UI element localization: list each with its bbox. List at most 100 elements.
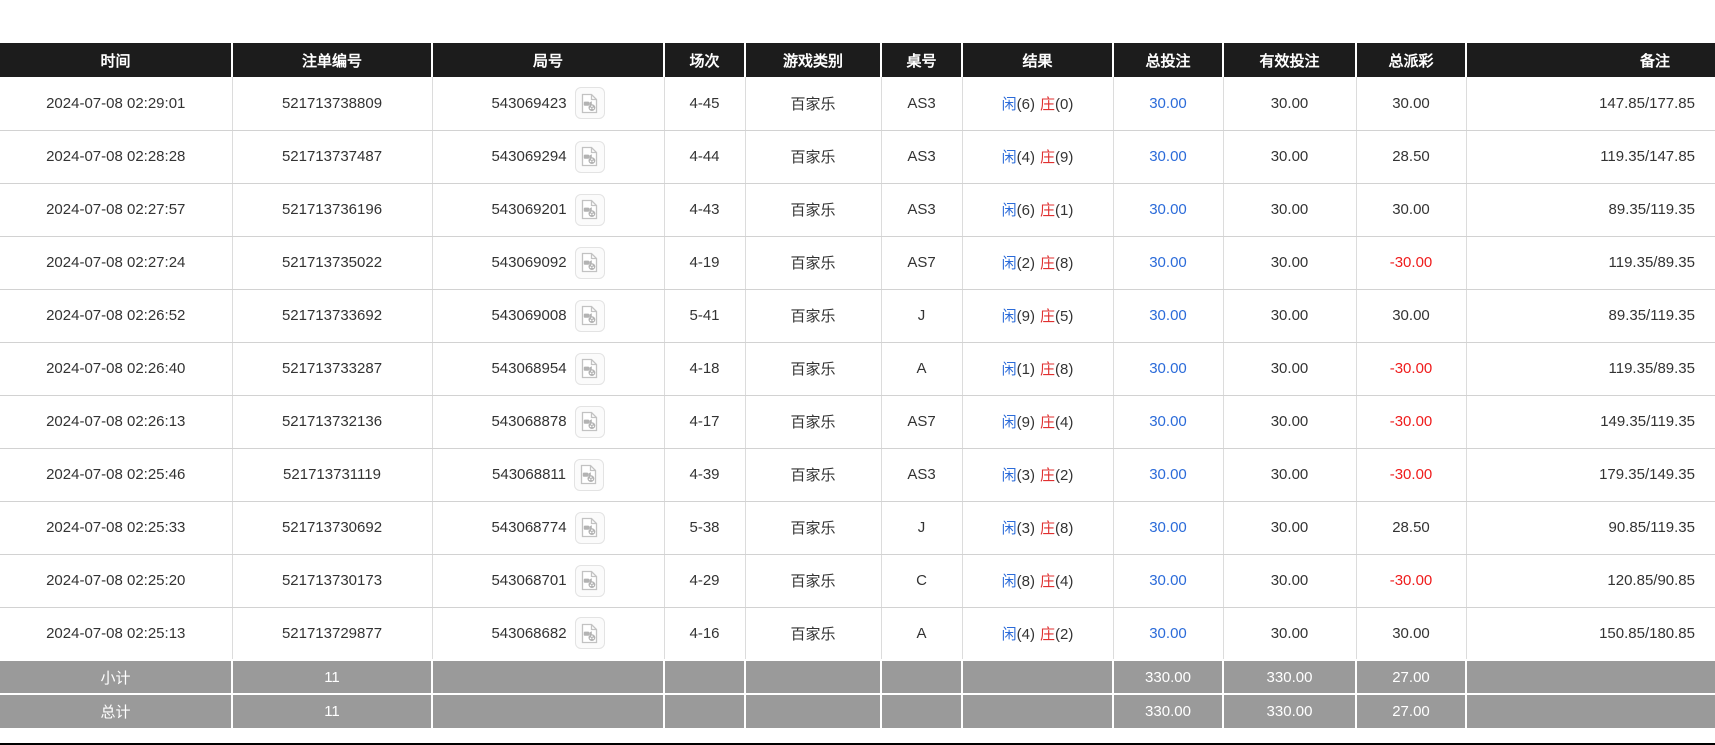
footer-valid-bet: 330.00 [1223, 693, 1357, 728]
video-replay-button[interactable] [574, 246, 605, 279]
video-replay-button[interactable] [574, 405, 605, 438]
cell-time: 2024-07-08 02:25:46 [0, 448, 233, 502]
cell-total-payout: -30.00 [1356, 448, 1467, 502]
cell-result: 闲(4) 庄(2) [962, 607, 1114, 661]
cell-session: 4-43 [664, 183, 746, 237]
round-id-wrap: 543069201 [491, 193, 605, 226]
cell-bet-id: 521713735022 [232, 236, 433, 290]
video-replay-icon [581, 464, 597, 485]
player-label: 闲 [1001, 149, 1017, 166]
cell-remark: 119.35/89.35 [1466, 236, 1715, 290]
cell-table-no: AS3 [881, 130, 963, 184]
cell-table-no: J [881, 501, 963, 555]
round-id-wrap: 543068811 [492, 458, 604, 491]
cell-round-id: 543069294 [432, 130, 665, 184]
table-footer: 小计 11 330.00 330.00 27.00 总计 11 330.00 330.00 27.… [0, 659, 1715, 728]
video-replay-button[interactable] [574, 564, 605, 597]
video-replay-button[interactable] [573, 458, 604, 491]
video-replay-button[interactable] [574, 511, 605, 544]
cell-total-payout: -30.00 [1356, 395, 1467, 449]
cell-total-bet: 30.00 [1113, 183, 1224, 237]
bottom-bar [0, 743, 1715, 745]
video-replay-icon [581, 93, 598, 113]
cell-valid-bet: 30.00 [1223, 130, 1357, 184]
round-id-wrap: 543069092 [491, 246, 605, 279]
cell-valid-bet: 30.00 [1223, 342, 1357, 396]
cell-session: 5-38 [664, 501, 746, 555]
video-replay-button[interactable] [574, 617, 605, 650]
video-replay-button[interactable] [574, 352, 605, 385]
player-score: (3) [1016, 467, 1035, 484]
table-row: 2024-07-08 02:27:57 521713736196 543069201… [0, 183, 1715, 237]
footer-empty-table-no [881, 693, 963, 728]
cell-total-bet: 30.00 [1113, 501, 1224, 555]
cell-remark: 119.35/147.85 [1466, 130, 1715, 184]
video-replay-button[interactable] [574, 299, 605, 332]
cell-table-no: AS3 [881, 183, 963, 237]
cell-game-type: 百家乐 [745, 501, 882, 555]
player-score: (6) [1016, 202, 1035, 219]
cell-valid-bet: 30.00 [1223, 607, 1357, 661]
cell-bet-id: 521713733287 [232, 342, 433, 396]
cell-time: 2024-07-08 02:26:40 [0, 342, 233, 396]
round-id-text: 543069423 [491, 94, 567, 112]
player-label: 闲 [1001, 95, 1017, 113]
cell-remark: 89.35/119.35 [1466, 289, 1715, 343]
table-row: 2024-07-08 02:28:28 521713737487 543069294… [0, 130, 1715, 184]
cell-remark: 179.35/149.35 [1466, 448, 1715, 502]
player-label: 闲 [1001, 520, 1017, 537]
round-id-wrap: 543068701 [491, 564, 605, 597]
banker-score: (8) [1055, 255, 1074, 272]
cell-total-payout: 30.00 [1356, 607, 1467, 661]
cell-session: 4-18 [664, 342, 746, 396]
player-label: 闲 [1001, 255, 1017, 272]
player-score: (4) [1016, 149, 1035, 166]
cell-session: 4-44 [664, 130, 746, 184]
cell-result: 闲(3) 庄(8) [962, 501, 1114, 555]
table-row: 2024-07-08 02:26:52 521713733692 543069008… [0, 289, 1715, 343]
cell-valid-bet: 30.00 [1223, 289, 1357, 343]
player-score: (3) [1016, 520, 1035, 537]
footer-total-bet: 330.00 [1113, 659, 1224, 694]
cell-session: 4-29 [664, 554, 746, 608]
cell-remark: 150.85/180.85 [1466, 607, 1715, 661]
table-row: 2024-07-08 02:27:24 521713735022 543069092… [0, 236, 1715, 290]
cell-round-id: 543069423 [432, 77, 665, 131]
banker-score: (9) [1055, 149, 1074, 166]
cell-bet-id: 521713730173 [232, 554, 433, 608]
cell-remark: 120.85/90.85 [1466, 554, 1715, 608]
cell-game-type: 百家乐 [745, 77, 882, 131]
round-id-wrap: 543068774 [491, 511, 605, 544]
cell-valid-bet: 30.00 [1223, 236, 1357, 290]
video-replay-button[interactable] [574, 140, 605, 173]
cell-game-type: 百家乐 [745, 289, 882, 343]
column-header-game_type: 游戏类别 [745, 43, 882, 77]
video-replay-button[interactable] [574, 193, 605, 226]
cell-total-payout: -30.00 [1356, 342, 1467, 396]
video-replay-button[interactable] [574, 87, 605, 120]
cell-table-no: A [881, 607, 963, 661]
player-label: 闲 [1001, 414, 1017, 431]
cell-total-bet: 30.00 [1113, 554, 1224, 608]
banker-score: (0) [1055, 95, 1074, 113]
table-body: 2024-07-08 02:29:01 521713738809 543069423… [0, 77, 1715, 661]
video-replay-icon [581, 305, 598, 326]
round-id-text: 543068774 [491, 519, 567, 536]
round-id-text: 543068701 [491, 572, 567, 589]
cell-total-payout: -30.00 [1356, 554, 1467, 608]
cell-total-payout: 28.50 [1356, 130, 1467, 184]
cell-table-no: AS7 [881, 236, 963, 290]
banker-label: 庄 [1040, 414, 1056, 431]
cell-total-payout: 30.00 [1356, 289, 1467, 343]
cell-round-id: 543069092 [432, 236, 665, 290]
banker-score: (8) [1055, 361, 1074, 378]
video-replay-icon [581, 411, 598, 432]
cell-total-bet: 30.00 [1113, 395, 1224, 449]
footer-empty-round [432, 693, 665, 728]
video-replay-icon [581, 199, 598, 220]
video-replay-icon [581, 623, 598, 643]
column-header-session: 场次 [664, 43, 746, 77]
footer-empty-table-no [881, 659, 963, 694]
cell-bet-id: 521713729877 [232, 607, 433, 661]
banker-label: 庄 [1040, 625, 1056, 643]
